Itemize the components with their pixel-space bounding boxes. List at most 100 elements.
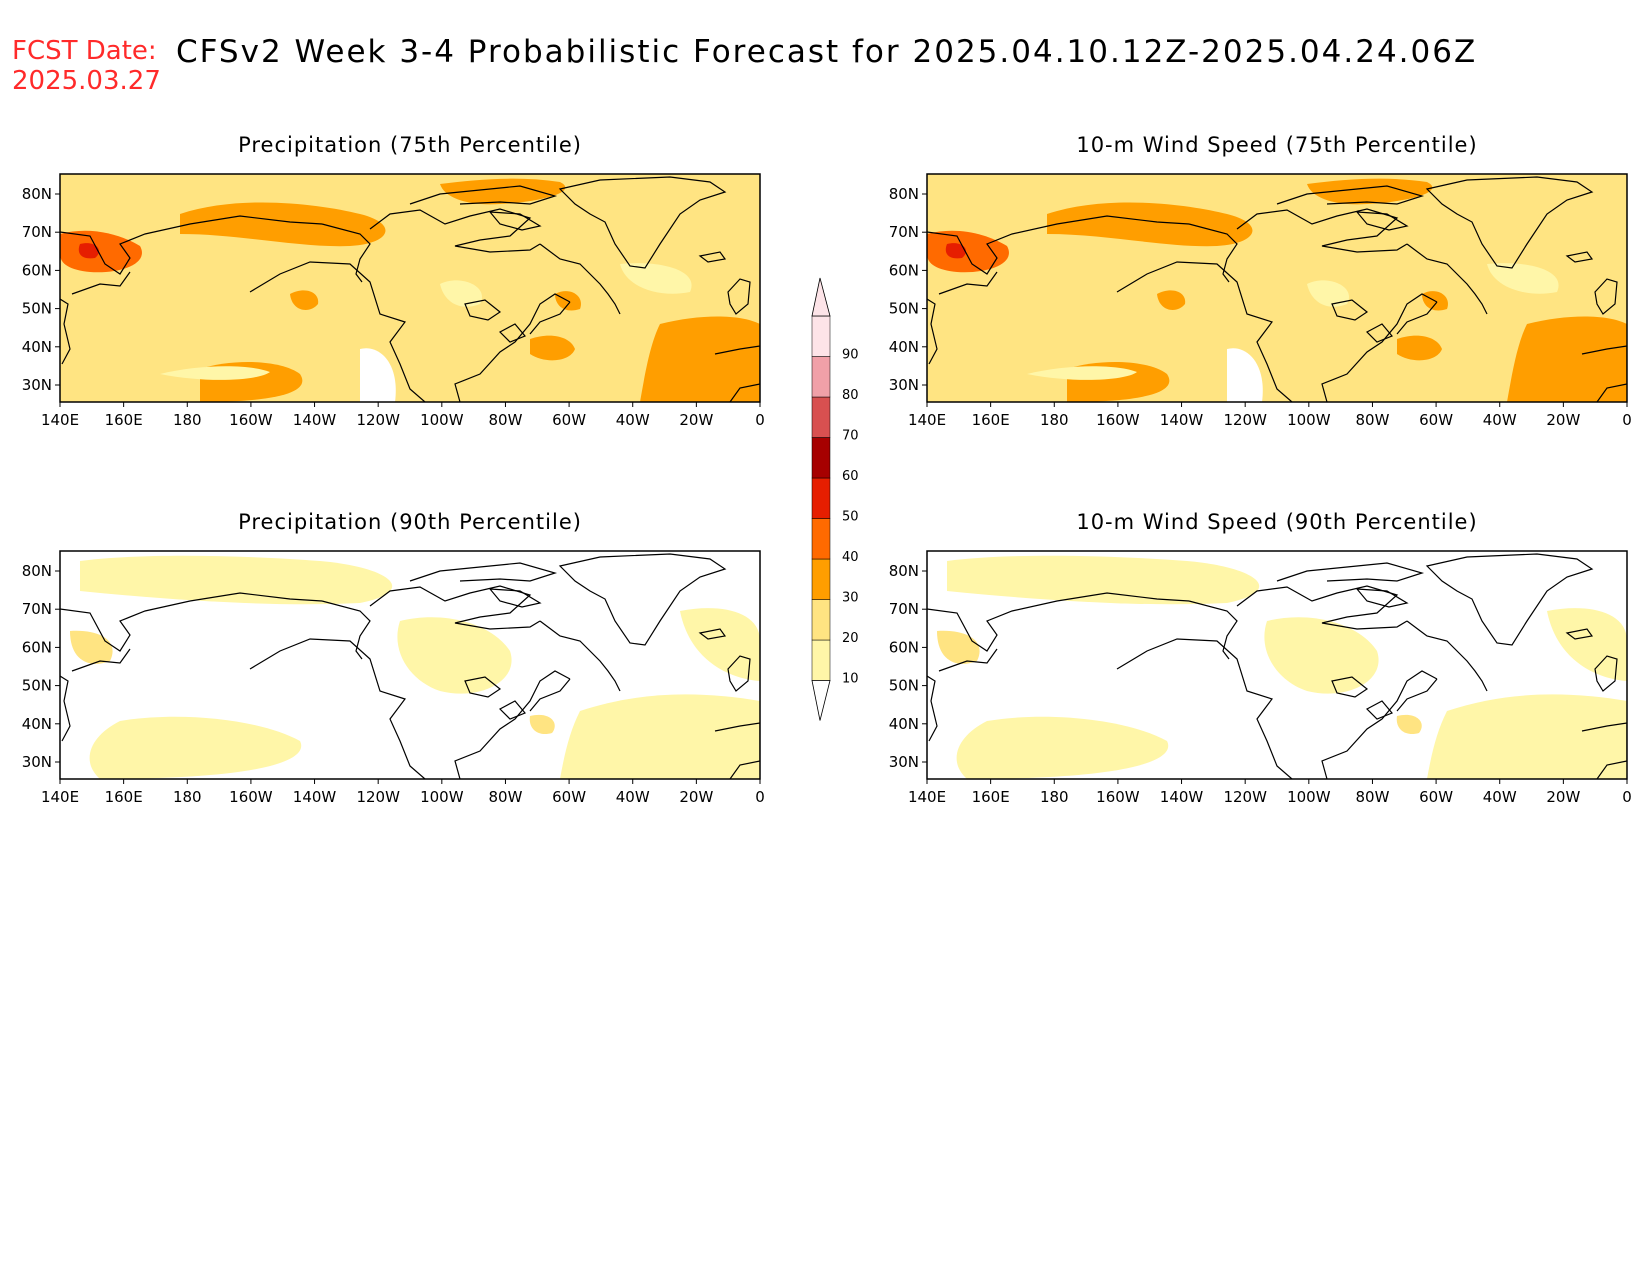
lon-tick-label: 80W bbox=[1355, 411, 1389, 429]
coastline bbox=[60, 592, 323, 652]
lon-tick-label: 20W bbox=[679, 788, 713, 806]
coastline bbox=[249, 638, 426, 779]
lon-tick-label: 60W bbox=[552, 411, 586, 429]
probability-contour bbox=[80, 555, 393, 605]
panel-title: 10-m Wind Speed (90th Percentile) bbox=[1076, 510, 1477, 534]
probability-contour bbox=[1307, 280, 1349, 307]
coastline bbox=[927, 675, 938, 742]
coastline bbox=[1565, 251, 1594, 263]
lon-tick-label: 140W bbox=[293, 788, 337, 806]
probability-contour bbox=[1264, 617, 1379, 694]
colorbar-segment bbox=[811, 599, 831, 641]
probability-contour bbox=[927, 230, 1009, 273]
lon-tick-label: 120W bbox=[356, 411, 400, 429]
coastline bbox=[558, 553, 727, 646]
lon-tick-label: 0 bbox=[755, 788, 765, 806]
lon-tick-label: 40W bbox=[1483, 411, 1517, 429]
coastline bbox=[1236, 585, 1408, 630]
coastline bbox=[321, 223, 371, 283]
colorbar-label: 20 bbox=[842, 631, 859, 646]
lat-tick-label: 80N bbox=[889, 185, 919, 203]
probability-contour bbox=[440, 280, 482, 307]
lat-tick-label: 40N bbox=[889, 715, 919, 733]
coastline bbox=[1116, 261, 1293, 402]
lon-tick-label: 180 bbox=[1040, 788, 1069, 806]
lon-tick-label: 140W bbox=[1160, 788, 1204, 806]
fcst-date-label: FCST Date: bbox=[12, 36, 157, 66]
map-panel: 10-m Wind Speed (90th Percentile) 140E 160… bbox=[889, 510, 1632, 806]
lat-tick-label: 50N bbox=[22, 677, 52, 695]
colorbar-segment bbox=[811, 518, 831, 560]
lat-tick-label: 70N bbox=[22, 600, 52, 618]
coastline bbox=[1581, 345, 1627, 402]
lon-tick-label: 160E bbox=[105, 788, 143, 806]
lat-tick-label: 30N bbox=[889, 376, 919, 394]
lon-tick-label: 60W bbox=[552, 788, 586, 806]
lon-tick-label: 20W bbox=[679, 411, 713, 429]
probability-contour bbox=[1227, 348, 1263, 402]
coastline bbox=[1366, 700, 1393, 720]
colorbar-segment bbox=[811, 315, 831, 357]
probability-contour bbox=[1487, 263, 1559, 294]
lat-tick-label: 70N bbox=[889, 600, 919, 618]
coastline bbox=[1276, 562, 1425, 582]
lat-tick-label: 80N bbox=[22, 185, 52, 203]
colorbar-label: 50 bbox=[842, 510, 859, 525]
panel-frame bbox=[926, 173, 1628, 403]
lon-tick-label: 20W bbox=[1546, 788, 1580, 806]
coastline bbox=[1565, 628, 1594, 640]
coastline bbox=[499, 700, 526, 720]
coastline bbox=[1355, 588, 1409, 608]
probability-contour bbox=[945, 243, 967, 259]
probability-contour bbox=[397, 617, 512, 694]
probability-contour bbox=[529, 714, 555, 735]
lat-tick-label: 60N bbox=[889, 261, 919, 279]
coastline bbox=[488, 588, 542, 608]
panel-title: 10-m Wind Speed (75th Percentile) bbox=[1076, 133, 1477, 157]
coastline bbox=[539, 620, 621, 692]
coastline bbox=[369, 585, 541, 630]
colorbar-segment bbox=[811, 558, 831, 600]
panel-title: Precipitation (90th Percentile) bbox=[238, 510, 582, 534]
colorbar-label: 10 bbox=[842, 672, 859, 687]
panel-body bbox=[927, 551, 1627, 779]
colorbar-label: 80 bbox=[842, 388, 859, 403]
coastline bbox=[714, 345, 760, 402]
colorbar-label: 90 bbox=[842, 348, 859, 363]
coastline bbox=[464, 299, 502, 321]
lat-tick-label: 30N bbox=[22, 376, 52, 394]
coastline bbox=[1276, 185, 1425, 205]
coastline bbox=[60, 298, 71, 365]
probability-contour bbox=[680, 608, 760, 681]
colorbar-segment bbox=[811, 396, 831, 438]
lon-tick-label: 120W bbox=[356, 788, 400, 806]
lon-tick-label: 80W bbox=[488, 411, 522, 429]
lon-tick-label: 100W bbox=[420, 788, 464, 806]
lon-tick-label: 120W bbox=[1223, 788, 1267, 806]
lon-tick-label: 160W bbox=[229, 788, 273, 806]
lon-tick-label: 60W bbox=[1419, 788, 1453, 806]
lon-tick-label: 100W bbox=[1287, 411, 1331, 429]
lon-tick-label: 60W bbox=[1419, 411, 1453, 429]
probability-contour bbox=[1427, 694, 1627, 779]
coastline bbox=[529, 678, 571, 712]
probability-contour bbox=[440, 178, 566, 205]
lon-tick-label: 40W bbox=[1483, 788, 1517, 806]
lon-tick-label: 0 bbox=[1622, 788, 1632, 806]
colorbar-label: 70 bbox=[842, 429, 859, 444]
coastline bbox=[1425, 553, 1594, 646]
coastline bbox=[927, 298, 938, 365]
panel-body bbox=[60, 174, 760, 402]
panel-body bbox=[60, 551, 760, 779]
probability-contour bbox=[160, 366, 270, 380]
probability-contour bbox=[89, 716, 302, 779]
map-panel: Precipitation (75th Percentile) 140E 160E 1… bbox=[22, 133, 765, 429]
coastline bbox=[1594, 278, 1618, 315]
coastline bbox=[529, 301, 571, 335]
lon-tick-label: 140W bbox=[1160, 411, 1204, 429]
coastline bbox=[1236, 208, 1408, 253]
map-panel: 10-m Wind Speed (75th Percentile) 140E 160… bbox=[889, 133, 1632, 429]
lat-tick-label: 40N bbox=[22, 338, 52, 356]
lon-tick-label: 80W bbox=[1355, 788, 1389, 806]
fcst-date-block: FCST Date: 2025.03.27 bbox=[12, 36, 161, 96]
